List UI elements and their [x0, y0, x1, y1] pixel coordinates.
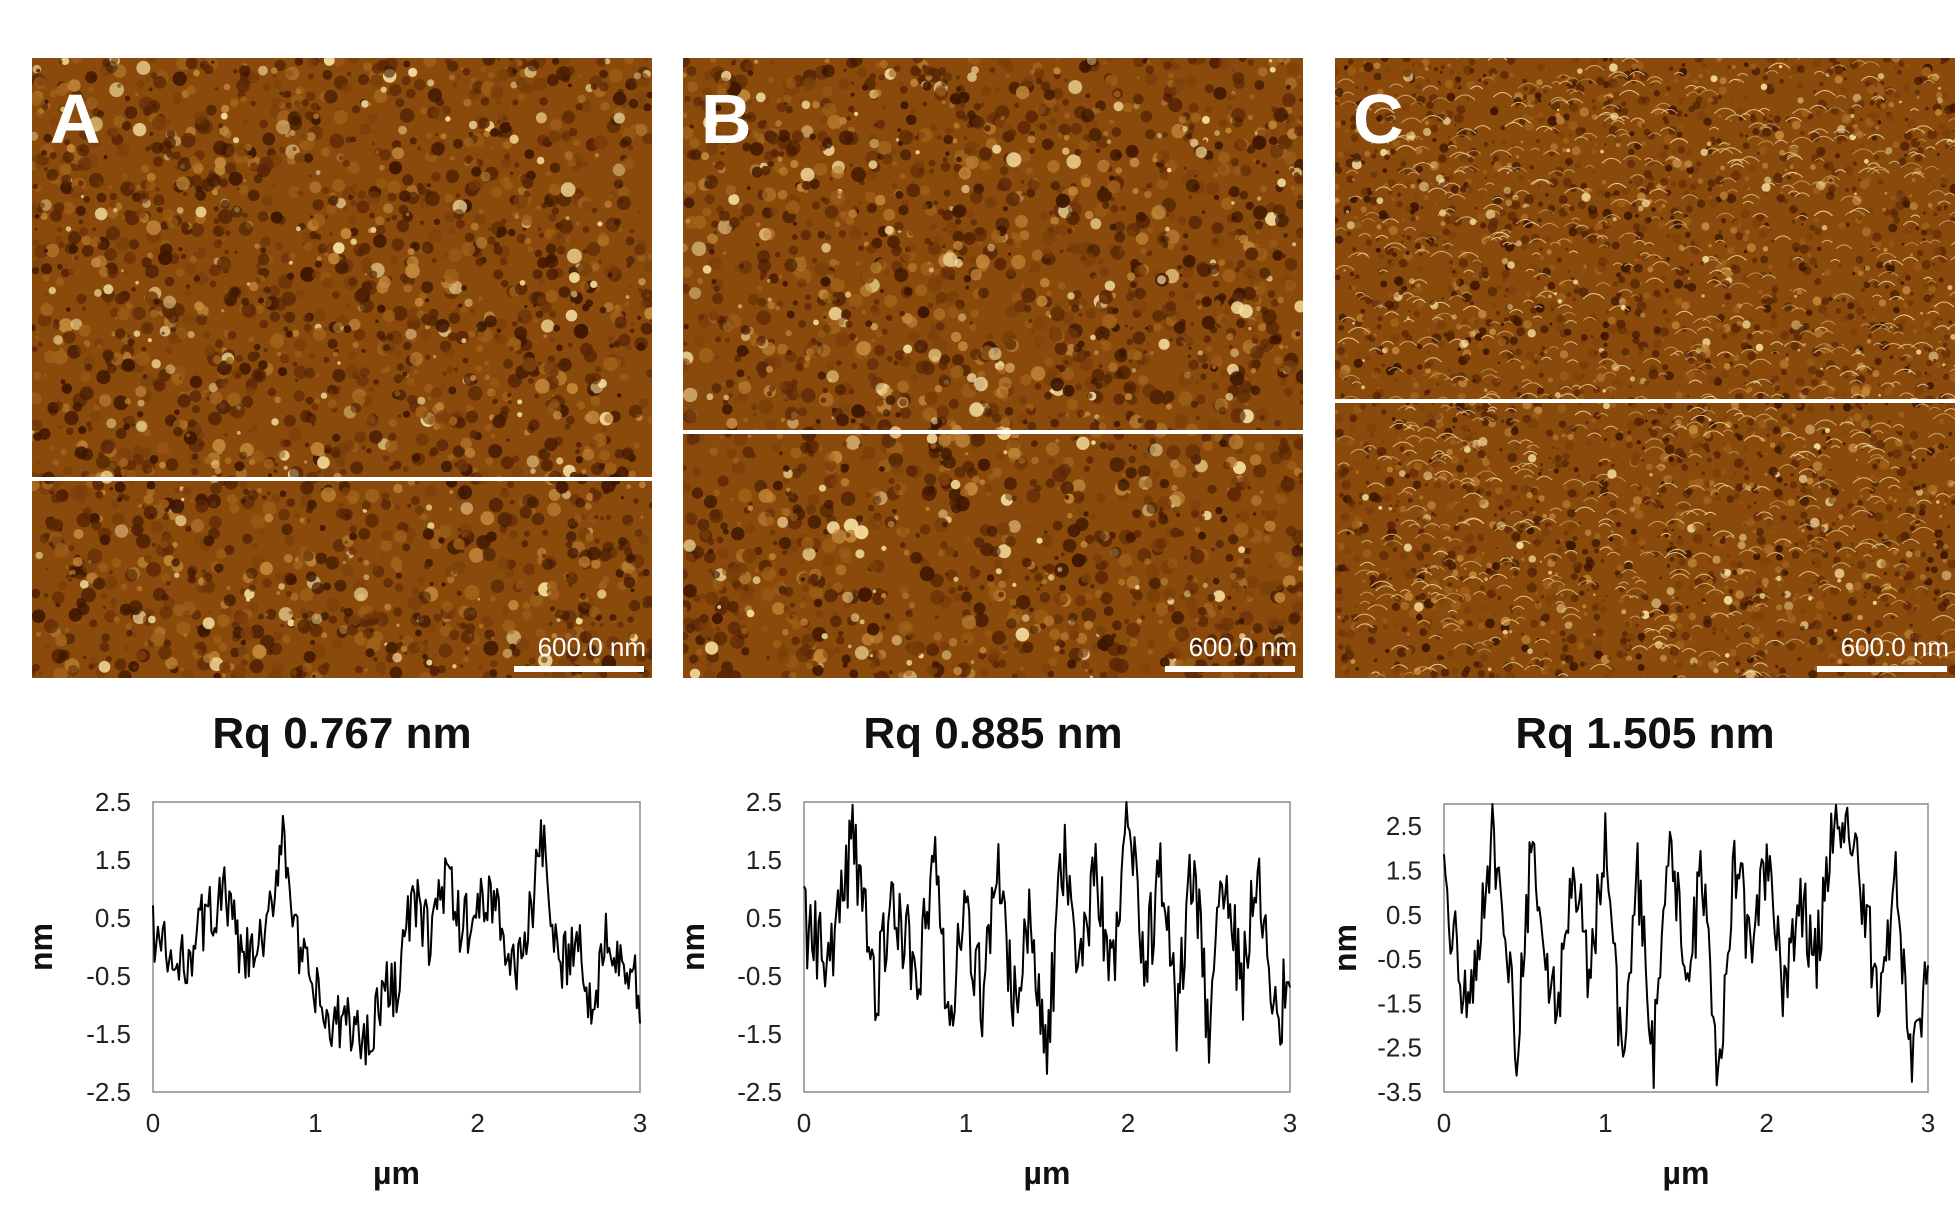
y-tick-label: 0.5 — [1386, 900, 1422, 930]
y-tick-label: -2.5 — [737, 1077, 782, 1107]
plot-frame — [803, 801, 1291, 1093]
plot-frame — [152, 801, 641, 1093]
x-axis-label: µm — [373, 1155, 420, 1191]
roughness-label-b: Rq 0.885 nm — [863, 709, 1123, 758]
roughness-label-c: Rq 1.505 nm — [1515, 709, 1775, 758]
y-tick-label: 2.5 — [95, 787, 131, 817]
x-tick-label: 0 — [146, 1108, 160, 1138]
scan-line — [1335, 399, 1955, 403]
x-tick-label: 3 — [1283, 1108, 1297, 1138]
scan-line — [683, 430, 1303, 434]
x-tick-label: 3 — [633, 1108, 647, 1138]
y-axis-label: nm — [1327, 924, 1363, 972]
afm-texture — [683, 58, 1303, 678]
x-axis-label: µm — [1663, 1155, 1710, 1191]
height-profile-line — [1443, 803, 1929, 1089]
y-tick-label: 0.5 — [95, 903, 131, 933]
y-tick-label: -1.5 — [86, 1019, 131, 1049]
x-axis-label: µm — [1024, 1155, 1071, 1191]
y-tick-label: -2.5 — [1377, 1033, 1422, 1063]
roughness-label-a: Rq 0.767 nm — [212, 709, 472, 758]
scale-bar — [1165, 666, 1295, 672]
scan-line — [32, 476, 652, 481]
y-axis-label: nm — [23, 923, 59, 971]
y-tick-label: -0.5 — [1377, 944, 1422, 974]
x-tick-label: 1 — [959, 1108, 973, 1138]
afm-texture — [1335, 58, 1955, 678]
y-tick-label: 0.5 — [746, 903, 782, 933]
afm-texture — [32, 58, 652, 678]
scale-bar — [1817, 666, 1947, 672]
panel-letter: A — [50, 80, 101, 158]
x-tick-label: 1 — [308, 1108, 322, 1138]
y-tick-label: -0.5 — [86, 961, 131, 991]
panel-letter: C — [1353, 80, 1404, 158]
x-tick-label: 0 — [797, 1108, 811, 1138]
afm-image-a: A 600.0 nm — [32, 58, 652, 678]
y-axis-label: nm — [675, 923, 711, 971]
y-tick-label: -2.5 — [86, 1077, 131, 1107]
y-tick-label: -0.5 — [737, 961, 782, 991]
height-profile-chart-b: 2.5 1.5 0.5 -0.5 -1.5 -2.5 0 1 2 3 µm nm — [675, 787, 1297, 1191]
x-tick-label: 0 — [1437, 1108, 1451, 1138]
x-tick-label: 2 — [1759, 1108, 1773, 1138]
x-tick-label: 2 — [470, 1108, 484, 1138]
height-profile-line — [152, 814, 641, 1066]
scale-bar-label: 600.0 nm — [1840, 632, 1949, 662]
x-tick-label: 3 — [1921, 1108, 1935, 1138]
scale-bar — [514, 666, 644, 672]
scale-bar-label: 600.0 nm — [1188, 632, 1297, 662]
y-tick-label: 2.5 — [1386, 811, 1422, 841]
plot-frame — [1443, 803, 1929, 1093]
y-tick-label: 2.5 — [746, 787, 782, 817]
scale-bar-label: 600.0 nm — [537, 632, 646, 662]
y-tick-label: -1.5 — [1377, 988, 1422, 1018]
y-tick-label: 1.5 — [95, 845, 131, 875]
height-profile-chart-c: 2.5 1.5 0.5 -0.5 -1.5 -2.5 -3.5 0 1 2 3 µm nm — [1327, 803, 1935, 1191]
y-tick-label: -1.5 — [737, 1019, 782, 1049]
y-tick-label: -3.5 — [1377, 1077, 1422, 1107]
y-tick-label: 1.5 — [1386, 855, 1422, 885]
height-profile-line — [803, 801, 1291, 1075]
x-tick-label: 1 — [1598, 1108, 1612, 1138]
afm-image-b: B 600.0 nm — [683, 58, 1303, 678]
x-tick-label: 2 — [1121, 1108, 1135, 1138]
panel-letter: B — [701, 80, 752, 158]
height-profile-chart-a: 2.5 1.5 0.5 -0.5 -1.5 -2.5 0 1 2 3 µm nm — [23, 787, 647, 1191]
afm-image-c: C 600.0 nm — [1335, 58, 1955, 678]
y-tick-label: 1.5 — [746, 845, 782, 875]
